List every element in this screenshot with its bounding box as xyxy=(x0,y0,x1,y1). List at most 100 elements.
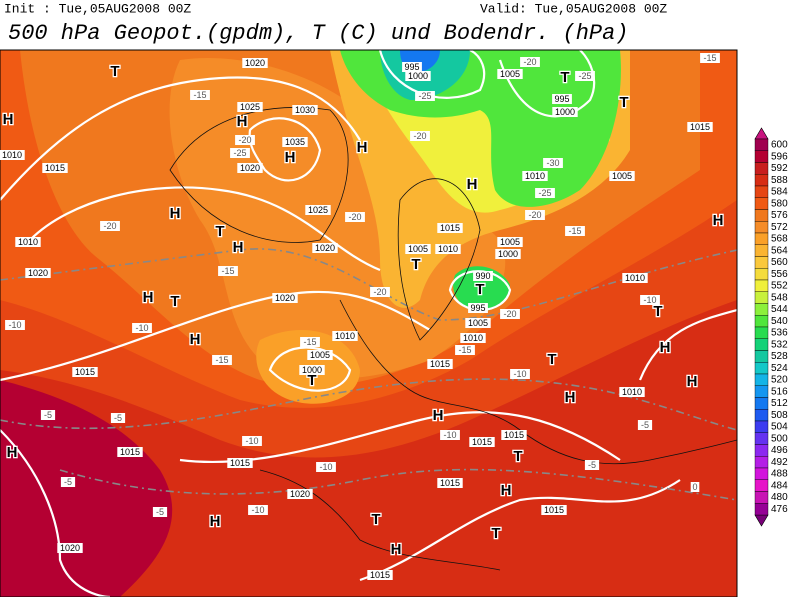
colorbar-swatch xyxy=(754,150,769,163)
colorbar-swatch xyxy=(754,432,769,445)
colorbar-label: 544 xyxy=(771,304,788,315)
high-marker: H xyxy=(237,113,248,130)
colorbar-swatch xyxy=(754,303,769,316)
colorbar-label: 548 xyxy=(771,292,788,303)
colorbar-label: 560 xyxy=(771,257,788,268)
isobar-label: 1020 xyxy=(275,293,295,303)
colorbar-swatch xyxy=(754,162,769,175)
isobar-label: 1005 xyxy=(500,237,520,247)
isobar-label: 995 xyxy=(404,62,419,72)
colorbar-label: 500 xyxy=(771,433,788,444)
temperature-label: -5 xyxy=(156,507,164,517)
colorbar-label: 568 xyxy=(771,234,788,245)
label-box xyxy=(300,337,320,347)
label-box xyxy=(543,158,563,168)
label-box xyxy=(60,477,76,487)
low-marker: T xyxy=(475,281,484,298)
isobar-label: 1020 xyxy=(60,543,80,553)
temperature-label: -20 xyxy=(238,135,251,145)
label-box xyxy=(415,91,435,101)
label-box xyxy=(455,345,475,355)
temperature-label: -20 xyxy=(503,309,516,319)
low-marker: T xyxy=(411,256,420,273)
temperature-label: -5 xyxy=(588,460,596,470)
temperature-label: -5 xyxy=(44,410,52,420)
label-box xyxy=(230,148,250,158)
isobar-label: 1005 xyxy=(468,318,488,328)
label-box xyxy=(622,273,648,283)
label-box xyxy=(460,333,486,343)
label-box xyxy=(501,430,527,440)
high-marker: H xyxy=(357,139,368,156)
label-box xyxy=(520,57,540,67)
high-marker: H xyxy=(233,239,244,256)
map-title: 500 hPa Geopot.(gpdm), T (C) und Bodendr… xyxy=(8,21,629,46)
label-box xyxy=(227,458,253,468)
temperature-label: -15 xyxy=(303,337,316,347)
temperature-label: -25 xyxy=(578,71,591,81)
isobar-label: 1010 xyxy=(622,387,642,397)
colorbar-swatch xyxy=(754,244,769,257)
isobar-label: 1015 xyxy=(472,437,492,447)
label-box xyxy=(687,122,713,132)
colorbar-label: 520 xyxy=(771,375,788,386)
label-box xyxy=(272,293,298,303)
label-box xyxy=(469,437,495,447)
label-box xyxy=(292,105,318,115)
label-box xyxy=(110,413,126,423)
colorbar-label: 576 xyxy=(771,210,788,221)
high-marker: H xyxy=(143,289,154,306)
high-marker: H xyxy=(713,212,724,229)
colorbar-swatch xyxy=(754,491,769,504)
label-box xyxy=(370,287,390,297)
label-box xyxy=(117,447,143,457)
colorbar-label: 504 xyxy=(771,422,788,433)
label-box xyxy=(405,244,431,254)
temperature-label: -10 xyxy=(319,462,332,472)
label-box xyxy=(367,570,393,580)
label-box xyxy=(522,171,548,181)
label-box xyxy=(5,320,25,330)
colorbar-label: 484 xyxy=(771,480,788,491)
label-box xyxy=(619,387,645,397)
label-box xyxy=(282,137,308,147)
high-marker: H xyxy=(3,111,14,128)
temperature-label: -5 xyxy=(641,420,649,430)
label-box xyxy=(242,58,268,68)
isobar-label: 1000 xyxy=(408,71,428,81)
temperature-label: -15 xyxy=(568,226,581,236)
colorbar-swatch xyxy=(754,385,769,398)
low-marker: T xyxy=(110,63,119,80)
isobar-label: 1000 xyxy=(302,365,322,375)
label-box xyxy=(437,223,463,233)
high-marker: H xyxy=(7,444,18,461)
isobar-label: 1005 xyxy=(310,350,330,360)
label-box xyxy=(0,150,25,160)
temperature-label: -25 xyxy=(418,91,431,101)
label-box xyxy=(237,163,263,173)
label-box xyxy=(575,71,595,81)
low-marker: T xyxy=(653,303,662,320)
isobar-label: 1020 xyxy=(245,58,265,68)
label-box xyxy=(535,188,555,198)
isobar-label: 1015 xyxy=(440,223,460,233)
isobar-label: 1010 xyxy=(463,333,483,343)
colorbar-swatch xyxy=(754,197,769,210)
label-box xyxy=(584,460,600,470)
init-time: Init : Tue,05AUG2008 00Z xyxy=(4,1,191,16)
label-box xyxy=(316,462,336,472)
colorbar-swatch xyxy=(754,350,769,363)
colorbar-swatch xyxy=(754,291,769,304)
temperature-label: -25 xyxy=(538,188,551,198)
isobar-label: 1035 xyxy=(285,137,305,147)
label-box xyxy=(552,94,572,104)
isobar-label: 1005 xyxy=(408,244,428,254)
temperature-label: -10 xyxy=(8,320,21,330)
low-marker: T xyxy=(215,223,224,240)
isobar-label: 1010 xyxy=(335,331,355,341)
colorbar-top-arrow xyxy=(754,127,769,140)
colorbar-label: 492 xyxy=(771,457,788,468)
temperature-label: -20 xyxy=(413,131,426,141)
isobar-label: 1015 xyxy=(230,458,250,468)
temperature-label: -15 xyxy=(193,90,206,100)
